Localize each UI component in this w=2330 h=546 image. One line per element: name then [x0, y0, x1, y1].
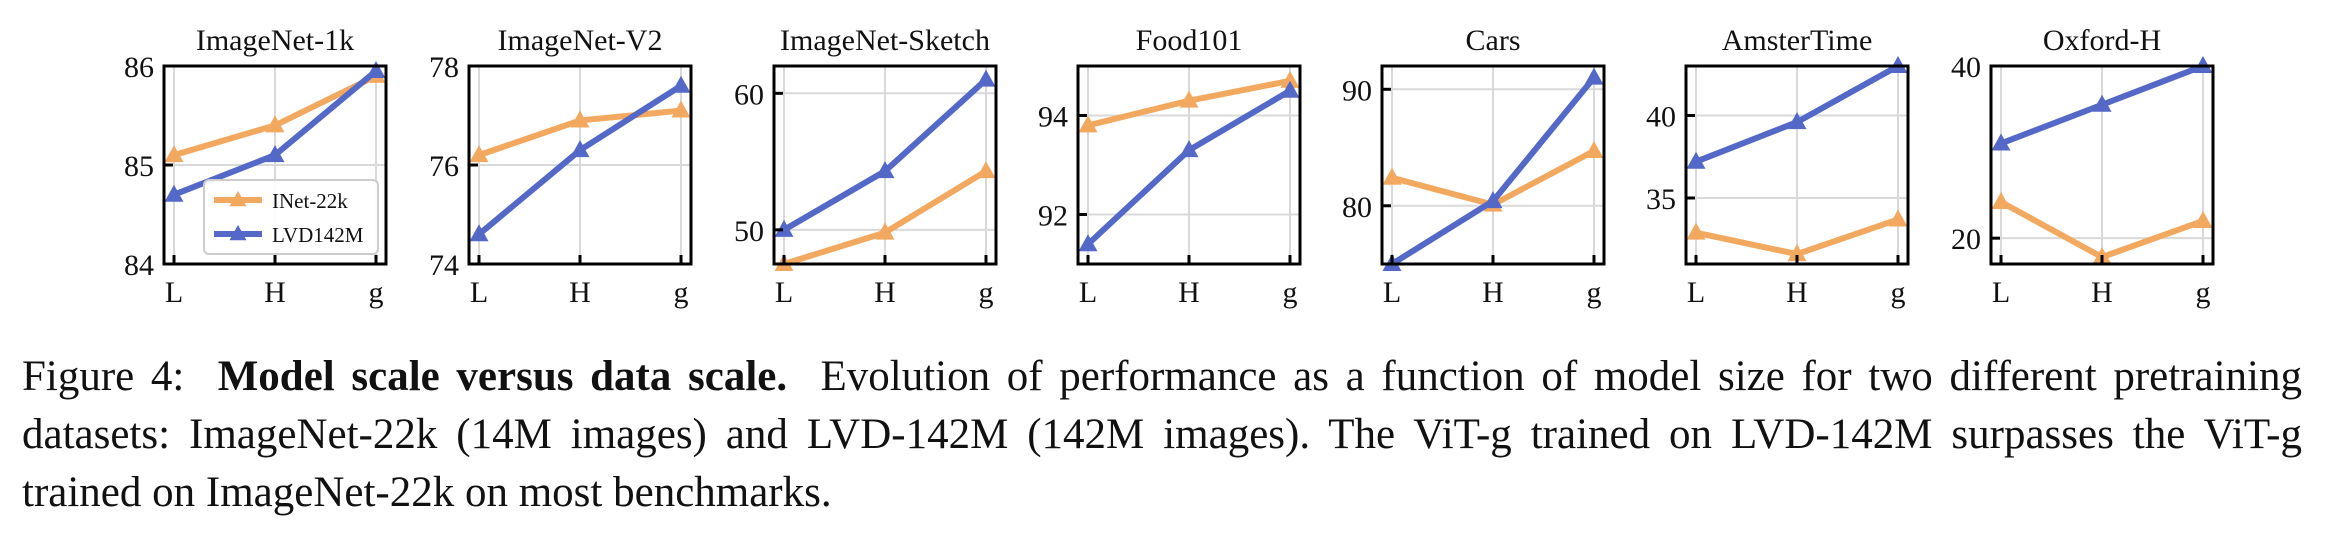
data-point-marker — [1179, 140, 1199, 158]
x-tick-label: L — [775, 276, 793, 309]
y-tick-label: 74 — [429, 249, 459, 282]
y-tick-label: 20 — [1951, 223, 1981, 256]
data-point-marker — [1078, 115, 1098, 133]
data-point-marker — [2092, 94, 2112, 112]
y-tick-label: 84 — [124, 249, 154, 282]
data-point-marker — [976, 161, 996, 179]
chart-title: Oxford-H — [2043, 24, 2161, 57]
data-point-marker — [1991, 133, 2011, 151]
y-tick-label: 40 — [1951, 51, 1981, 84]
chart-title: Cars — [1466, 24, 1521, 57]
data-point-marker — [1888, 209, 1908, 227]
data-point-marker — [1483, 191, 1503, 209]
figure-caption: Figure 4: Model scale versus data scale.… — [22, 348, 2302, 522]
x-tick-label: L — [1383, 276, 1401, 309]
x-tick-label: L — [1687, 276, 1705, 309]
data-point-marker — [671, 100, 691, 118]
x-tick-label: H — [874, 276, 896, 309]
x-tick-label: g — [1891, 276, 1906, 309]
data-point-marker — [570, 140, 590, 158]
y-tick-label: 94 — [1038, 101, 1068, 134]
x-tick-label: H — [569, 276, 591, 309]
data-point-marker — [1179, 90, 1199, 108]
data-point-marker — [1991, 192, 2011, 210]
data-point-marker — [265, 145, 285, 163]
y-tick-label: 92 — [1038, 200, 1068, 233]
data-point-marker — [469, 145, 489, 163]
x-tick-label: g — [369, 276, 384, 309]
x-tick-label: g — [674, 276, 689, 309]
data-point-marker — [469, 224, 489, 242]
data-point-marker — [265, 115, 285, 133]
x-tick-label: H — [1178, 276, 1200, 309]
data-point-marker — [366, 60, 386, 78]
y-tick-label: 76 — [429, 150, 459, 183]
x-tick-label: L — [470, 276, 488, 309]
data-point-marker — [1280, 80, 1300, 98]
data-point-marker — [1584, 67, 1604, 85]
legend-swatch-marker — [229, 191, 247, 207]
data-point-marker — [1382, 167, 1402, 185]
x-tick-label: L — [1992, 276, 2010, 309]
data-point-marker — [570, 110, 590, 128]
y-tick-label: 50 — [734, 215, 764, 248]
x-tick-label: H — [1482, 276, 1504, 309]
y-tick-label: 35 — [1646, 183, 1676, 216]
legend-entry-label: INet-22k — [272, 189, 348, 213]
data-point-marker — [1584, 141, 1604, 159]
data-point-marker — [875, 161, 895, 179]
data-point-marker — [164, 145, 184, 163]
x-tick-label: H — [2091, 276, 2113, 309]
data-point-marker — [2193, 210, 2213, 228]
y-tick-label: 60 — [734, 78, 764, 111]
chart-title: Food101 — [1136, 24, 1243, 57]
legend-entry-label: LVD142M — [272, 223, 364, 247]
x-tick-label: L — [165, 276, 183, 309]
data-point-marker — [875, 222, 895, 240]
chart-title: AmsterTime — [1722, 24, 1873, 57]
chart-title: ImageNet-Sketch — [780, 24, 990, 57]
data-point-marker — [774, 219, 794, 237]
chart-legend: INet-22k LVD142M — [203, 179, 379, 255]
y-tick-label: 40 — [1646, 101, 1676, 134]
y-tick-label: 78 — [429, 51, 459, 84]
x-tick-label: g — [979, 276, 994, 309]
data-point-marker — [1787, 112, 1807, 130]
data-point-marker — [1686, 151, 1706, 169]
chart-title: ImageNet-1k — [196, 24, 354, 57]
data-point-marker — [1280, 70, 1300, 88]
x-tick-label: g — [1283, 276, 1298, 309]
caption-label: Figure 4: — [22, 353, 185, 400]
data-point-marker — [671, 75, 691, 93]
chart-title: ImageNet-V2 — [498, 24, 663, 57]
x-tick-label: H — [1786, 276, 1808, 309]
data-point-marker — [1686, 222, 1706, 240]
y-tick-label: 85 — [124, 150, 154, 183]
y-tick-label: 86 — [124, 51, 154, 84]
caption-title: Model scale versus data scale. — [217, 353, 788, 400]
data-point-marker — [1787, 244, 1807, 262]
x-tick-label: L — [1079, 276, 1097, 309]
legend-swatch-marker — [229, 225, 247, 241]
x-tick-label: H — [264, 276, 286, 309]
y-tick-label: 80 — [1342, 191, 1372, 224]
x-tick-label: g — [2196, 276, 2211, 309]
x-tick-label: g — [1587, 276, 1602, 309]
data-point-marker — [164, 184, 184, 202]
data-point-marker — [1078, 234, 1098, 252]
data-point-marker — [976, 69, 996, 87]
caption-text: Evolution of performance as a function o… — [22, 353, 2303, 516]
y-tick-label: 90 — [1342, 74, 1372, 107]
